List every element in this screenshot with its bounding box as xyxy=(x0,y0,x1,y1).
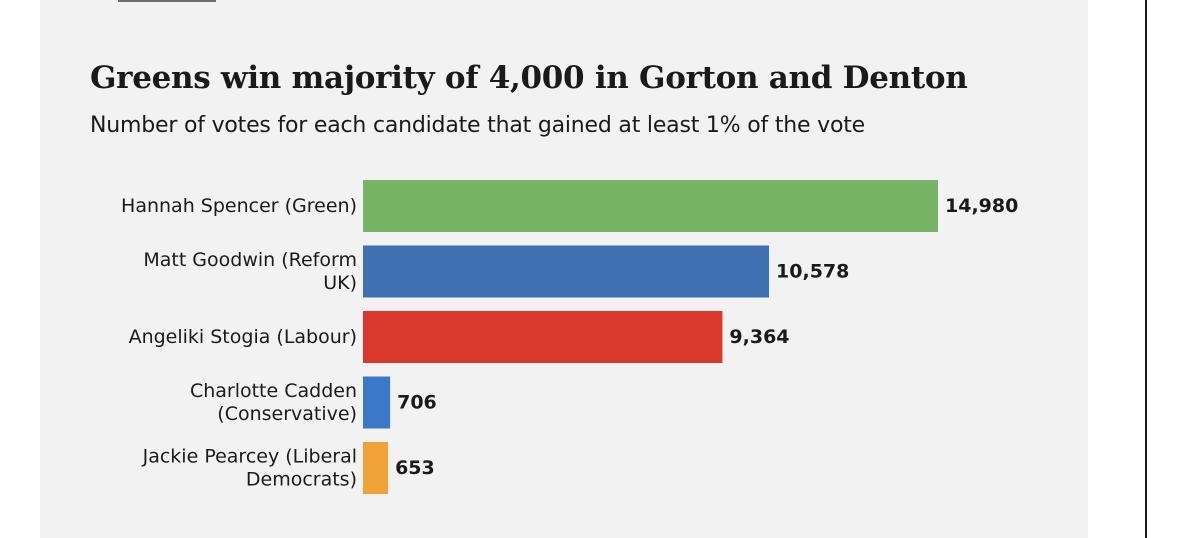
value-label-0: 14,980 xyxy=(945,195,1018,217)
category-label-3: Charlotte Cadden (Conservative) xyxy=(190,380,357,425)
bar-0 xyxy=(363,180,938,232)
value-label-3: 706 xyxy=(397,392,437,414)
bar-1 xyxy=(363,245,770,298)
chart-title: Greens win majority of 4,000 in Gorton a… xyxy=(90,60,968,96)
chart-subtitle: Number of votes for each candidate that … xyxy=(90,113,865,138)
top-tab-indicator xyxy=(118,0,216,2)
category-label-2: Angeliki Stogia (Labour) xyxy=(129,326,357,348)
value-label-1: 10,578 xyxy=(776,261,849,283)
category-label-0: Hannah Spencer (Green) xyxy=(121,195,357,217)
category-label-1: Matt Goodwin (Reform UK) xyxy=(143,249,357,294)
bar-3 xyxy=(363,376,391,429)
bar-4 xyxy=(363,442,389,494)
value-label-2: 9,364 xyxy=(729,326,789,348)
bar-2 xyxy=(363,311,723,363)
category-label-4: Jackie Pearcey (Liberal Democrats) xyxy=(142,446,357,491)
page-edge-rule xyxy=(1145,0,1147,538)
value-label-4: 653 xyxy=(395,457,435,479)
